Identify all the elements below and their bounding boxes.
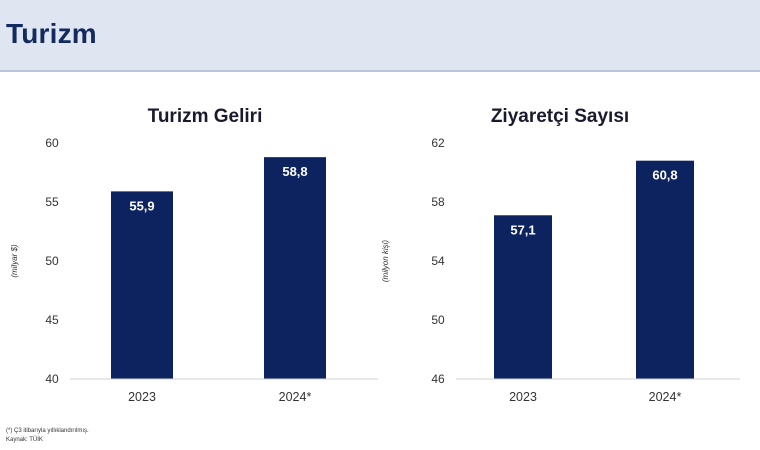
chart-title-revenue: Turizm Geliri (147, 106, 263, 127)
revenue-bar-value-label: 58,8 (282, 164, 307, 179)
visitors-ytick-label: 46 (431, 372, 445, 386)
revenue-ytick-label: 55 (45, 195, 59, 209)
visitors-category-label: 2023 (509, 390, 537, 404)
revenue-bar (111, 191, 173, 379)
revenue-y-axis-label: (milyar $) (10, 244, 19, 278)
revenue-ytick-label: 60 (45, 136, 59, 150)
visitors-bar (636, 160, 694, 379)
page-header: Turizm (0, 0, 760, 72)
visitors-y-axis-label: (milyon kişi) (381, 240, 390, 283)
visitors-ytick-label: 58 (431, 195, 445, 209)
page-title: Turizm (6, 18, 97, 49)
visitors-bar-value-label: 60,8 (652, 168, 677, 183)
chart-title-visitors: Ziyaretçi Sayısı (490, 106, 630, 127)
revenue-ytick-label: 40 (45, 372, 59, 386)
revenue-bar (264, 157, 326, 379)
revenue-ytick-label: 50 (45, 254, 59, 268)
visitors-bar-value-label: 57,1 (510, 222, 535, 237)
visitors-ytick-label: 54 (431, 254, 445, 268)
revenue-category-label: 2023 (128, 390, 156, 404)
visitors-category-label: 2024* (649, 390, 682, 404)
revenue-ytick-label: 45 (45, 313, 59, 327)
revenue-category-label: 2024* (279, 390, 312, 404)
revenue-bar-value-label: 55,9 (129, 198, 154, 213)
visitors-ytick-label: 50 (431, 313, 445, 327)
visitors-bar (494, 215, 552, 379)
visitors-ytick-label: 62 (431, 136, 445, 150)
footnote-note: (*) Ç3 itibarıyla yıllıklandırılmış. (6, 428, 89, 434)
footnote-source: Kaynak: TÜİK (6, 437, 43, 443)
